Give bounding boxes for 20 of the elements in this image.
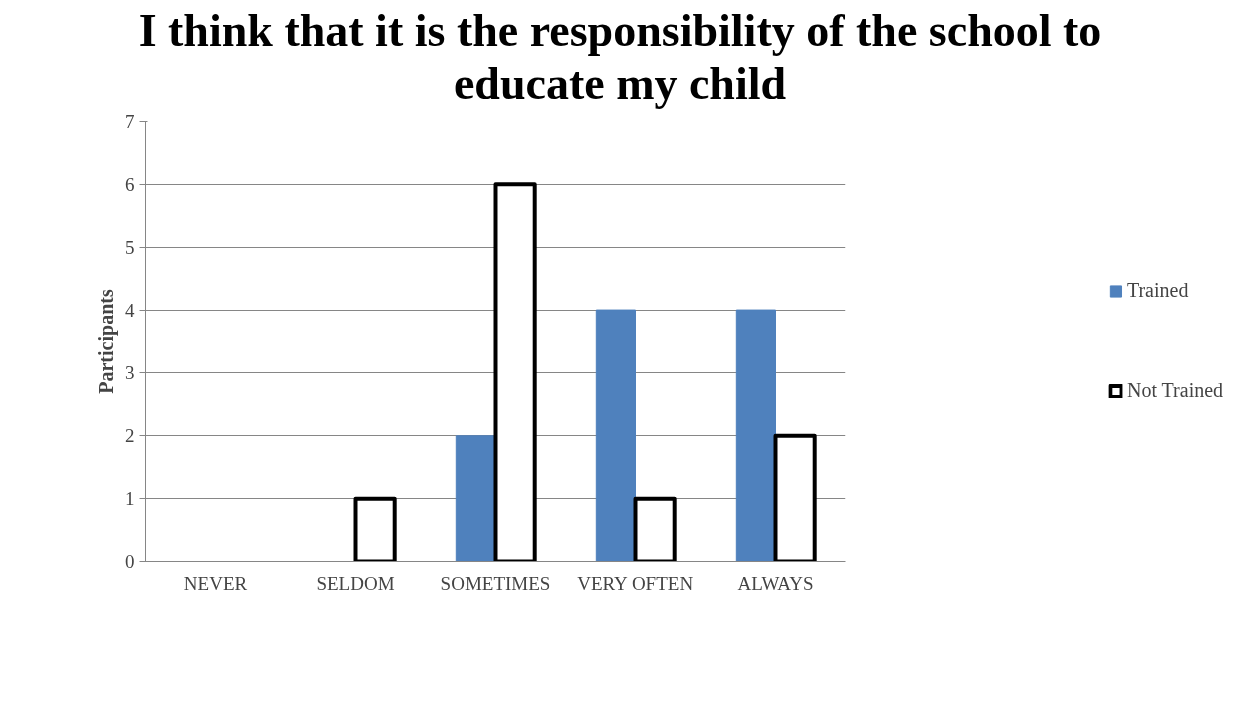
legend-label: Trained	[1126, 278, 1189, 304]
bar	[595, 309, 636, 562]
y-tick-label: 7	[125, 110, 135, 132]
x-tick-label: NEVER	[183, 572, 248, 594]
y-tick-label: 2	[125, 425, 135, 447]
bar	[455, 435, 496, 562]
x-tick-label: VERY OFTEN	[577, 572, 694, 594]
y-tick-label: 3	[125, 362, 135, 384]
chart-title: I think that it is the responsibility of the school to educate my child	[137, 5, 1103, 111]
x-tick-label: SELDOM	[316, 572, 395, 594]
bar	[735, 309, 776, 562]
y-axis-title: Participants	[95, 288, 118, 394]
y-tick-label: 1	[125, 487, 135, 509]
y-tick-label: 6	[125, 173, 135, 195]
x-tick-label: SOMETIMES	[440, 572, 551, 594]
y-tick-label: 5	[125, 236, 135, 258]
legend-label: Not Trained	[1126, 378, 1224, 404]
y-tick-label: 0	[125, 550, 135, 572]
x-tick-label: ALWAYS	[737, 572, 814, 594]
y-tick-label: 4	[125, 299, 135, 321]
